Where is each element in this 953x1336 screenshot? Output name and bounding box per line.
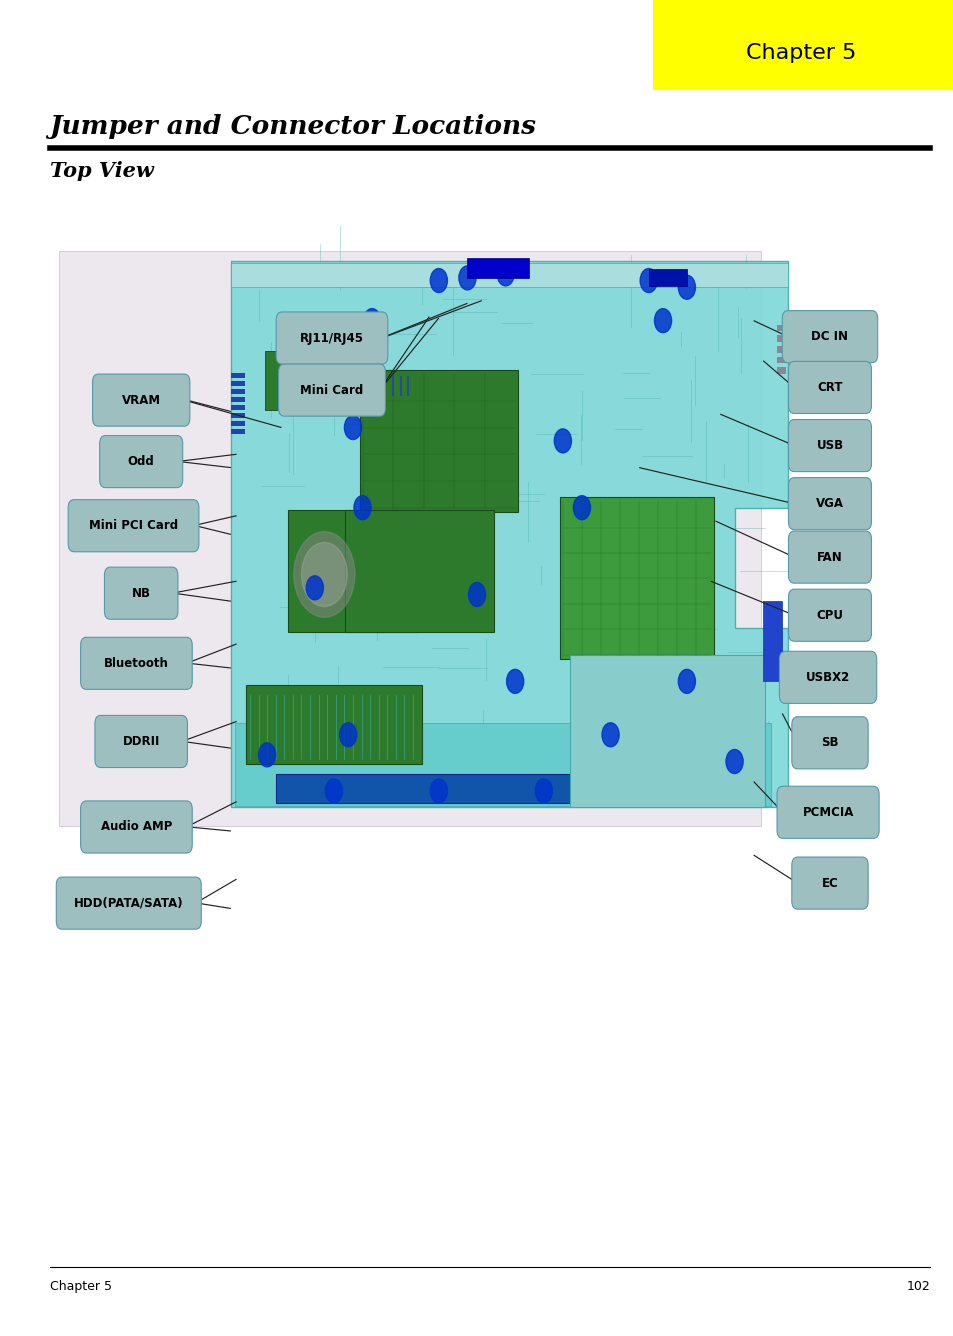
FancyBboxPatch shape (265, 351, 312, 410)
Circle shape (725, 749, 742, 774)
Text: Jumper and Connector Locations: Jumper and Connector Locations (50, 115, 536, 139)
FancyBboxPatch shape (231, 389, 245, 394)
FancyBboxPatch shape (787, 589, 871, 641)
FancyBboxPatch shape (787, 420, 871, 472)
Circle shape (363, 309, 380, 333)
Text: DC IN: DC IN (811, 330, 847, 343)
FancyBboxPatch shape (781, 310, 877, 362)
Circle shape (497, 262, 514, 286)
Circle shape (325, 779, 342, 803)
Text: Chapter 5: Chapter 5 (745, 44, 856, 63)
FancyBboxPatch shape (288, 510, 417, 632)
FancyBboxPatch shape (231, 429, 245, 434)
FancyBboxPatch shape (653, 0, 953, 90)
Text: 102: 102 (905, 1280, 929, 1293)
FancyBboxPatch shape (231, 373, 245, 378)
Circle shape (344, 415, 361, 440)
FancyBboxPatch shape (80, 637, 192, 689)
FancyBboxPatch shape (762, 601, 781, 681)
FancyBboxPatch shape (231, 397, 245, 402)
FancyBboxPatch shape (559, 497, 713, 659)
FancyBboxPatch shape (345, 510, 494, 632)
Text: VRAM: VRAM (121, 394, 161, 406)
Circle shape (639, 269, 657, 293)
Text: VGA: VGA (815, 497, 843, 510)
Circle shape (354, 496, 371, 520)
Circle shape (654, 309, 671, 333)
Circle shape (678, 275, 695, 299)
FancyBboxPatch shape (69, 500, 198, 552)
Text: Audio AMP: Audio AMP (101, 820, 172, 834)
FancyBboxPatch shape (246, 685, 421, 764)
Circle shape (339, 723, 356, 747)
Text: Chapter 5: Chapter 5 (50, 1280, 112, 1293)
FancyBboxPatch shape (787, 361, 871, 413)
FancyBboxPatch shape (56, 878, 201, 930)
FancyBboxPatch shape (275, 774, 611, 803)
Text: FAN: FAN (817, 550, 841, 564)
Circle shape (301, 542, 347, 607)
FancyBboxPatch shape (776, 325, 785, 331)
FancyBboxPatch shape (787, 477, 871, 529)
Circle shape (294, 532, 355, 617)
FancyBboxPatch shape (791, 716, 867, 770)
Circle shape (306, 576, 323, 600)
Text: EC: EC (821, 876, 838, 890)
Circle shape (535, 779, 552, 803)
Text: RJ11/RJ45: RJ11/RJ45 (299, 331, 364, 345)
FancyBboxPatch shape (275, 311, 387, 363)
FancyBboxPatch shape (776, 786, 878, 839)
Text: HDD(PATA/SATA): HDD(PATA/SATA) (74, 896, 183, 910)
FancyBboxPatch shape (359, 370, 517, 512)
FancyBboxPatch shape (570, 655, 764, 807)
Circle shape (601, 723, 618, 747)
FancyBboxPatch shape (467, 258, 529, 278)
Text: USBX2: USBX2 (805, 671, 849, 684)
Circle shape (430, 269, 447, 293)
Text: Mini PCI Card: Mini PCI Card (89, 520, 178, 532)
Circle shape (678, 669, 695, 693)
Text: CRT: CRT (817, 381, 841, 394)
Text: Odd: Odd (128, 456, 154, 468)
Circle shape (468, 582, 485, 607)
FancyBboxPatch shape (776, 346, 785, 353)
FancyBboxPatch shape (776, 335, 785, 342)
FancyBboxPatch shape (94, 716, 187, 767)
FancyBboxPatch shape (776, 357, 785, 363)
FancyBboxPatch shape (80, 800, 192, 852)
Text: PCMCIA: PCMCIA (801, 806, 853, 819)
FancyBboxPatch shape (278, 363, 385, 417)
FancyBboxPatch shape (234, 723, 770, 806)
FancyBboxPatch shape (776, 367, 785, 374)
FancyBboxPatch shape (231, 413, 245, 418)
Circle shape (258, 743, 275, 767)
Circle shape (554, 429, 571, 453)
FancyBboxPatch shape (59, 251, 760, 826)
Polygon shape (231, 261, 787, 807)
FancyBboxPatch shape (231, 405, 245, 410)
Circle shape (506, 669, 523, 693)
Text: Mini Card: Mini Card (300, 383, 363, 397)
FancyBboxPatch shape (231, 421, 245, 426)
FancyBboxPatch shape (99, 436, 182, 488)
FancyBboxPatch shape (787, 530, 871, 582)
Text: CPU: CPU (816, 609, 842, 621)
FancyBboxPatch shape (648, 269, 686, 286)
Circle shape (458, 266, 476, 290)
Text: Bluetooth: Bluetooth (104, 657, 169, 669)
Text: NB: NB (132, 587, 151, 600)
FancyBboxPatch shape (231, 381, 245, 386)
Text: DDRII: DDRII (122, 735, 160, 748)
Text: USB: USB (816, 440, 842, 452)
FancyBboxPatch shape (779, 652, 876, 703)
Text: Top View: Top View (50, 162, 153, 180)
FancyBboxPatch shape (92, 374, 190, 426)
Circle shape (430, 779, 447, 803)
Circle shape (573, 496, 590, 520)
FancyBboxPatch shape (231, 263, 787, 287)
FancyBboxPatch shape (104, 566, 177, 619)
FancyBboxPatch shape (791, 858, 867, 908)
Text: SB: SB (821, 736, 838, 749)
